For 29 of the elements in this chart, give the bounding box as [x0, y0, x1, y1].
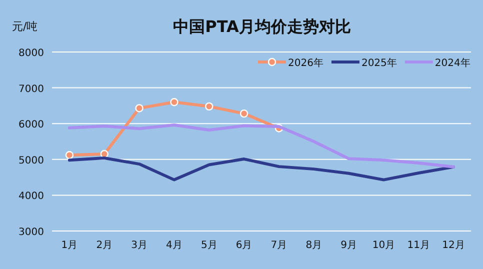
point	[135, 104, 144, 112]
x-tick-label: 8月	[306, 240, 322, 251]
x-tick-label: 12月	[442, 240, 465, 251]
y-tick-label: 4000	[18, 191, 44, 202]
y-tick-label: 6000	[18, 120, 44, 131]
x-tick-label: 3月	[131, 240, 148, 251]
x-tick-label: 6月	[236, 240, 252, 251]
x-tick-label: 9月	[340, 240, 357, 251]
y-tick-label: 7000	[18, 84, 44, 95]
x-tick-label: 5月	[200, 240, 218, 251]
line-series	[68, 124, 456, 168]
chart-title: 中国PTA月均价走势对比	[173, 17, 351, 36]
y-tick-label: 8000	[18, 48, 44, 59]
point	[170, 98, 178, 106]
legend-label: 2026年	[288, 57, 324, 69]
x-tick-label: 4月	[166, 240, 182, 251]
y-axis-title: 元/吨	[12, 20, 38, 33]
legend-label: 2024年	[434, 57, 470, 69]
point	[65, 151, 74, 160]
x-tick-label: 2月	[96, 240, 113, 251]
x-tick-label: 10月	[372, 240, 396, 251]
legend-label: 2025年	[361, 57, 397, 69]
x-tick-label: 1月	[61, 240, 78, 251]
x-tick-label: 11月	[407, 240, 430, 251]
point	[205, 102, 214, 111]
point	[240, 109, 248, 118]
y-tick-label: 3000	[18, 227, 44, 238]
y-tick-label: 5000	[18, 155, 44, 166]
x-tick-label: 7月	[270, 240, 288, 251]
